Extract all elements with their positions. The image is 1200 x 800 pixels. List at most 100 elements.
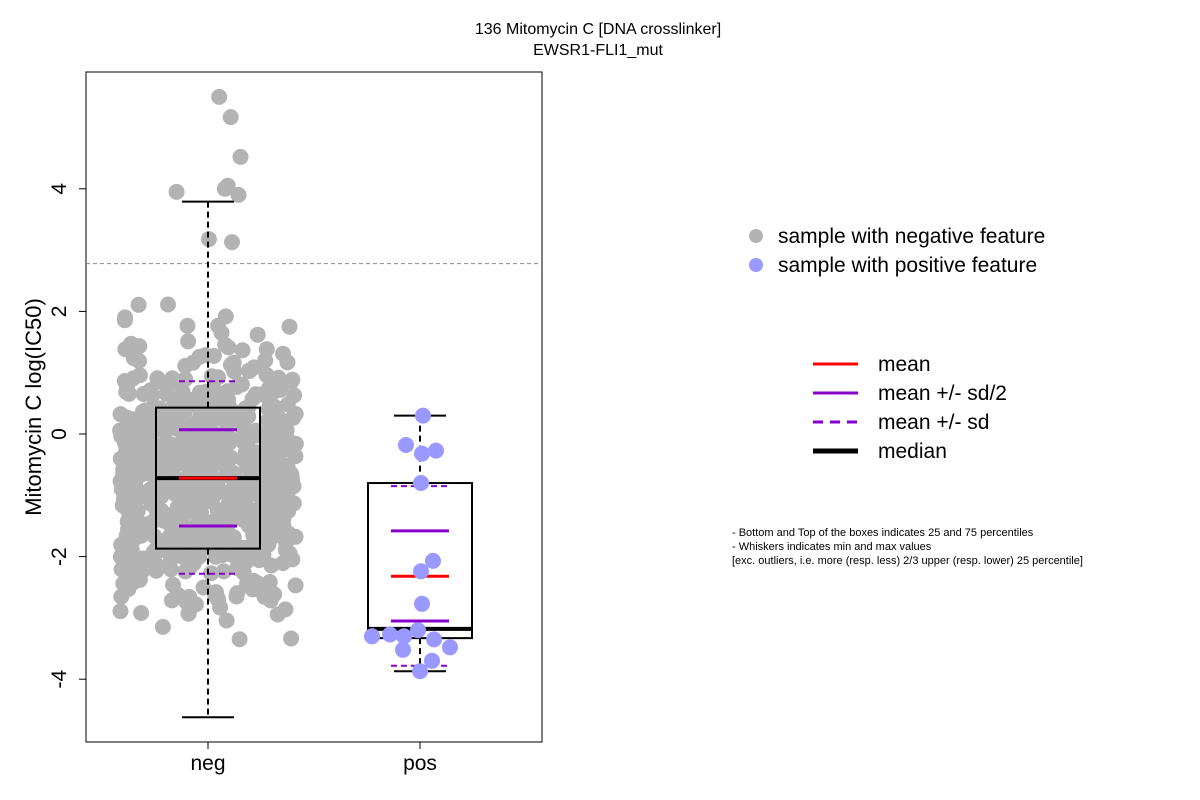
pos-point — [442, 639, 458, 656]
neg-point — [127, 426, 144, 443]
neg-point — [168, 183, 185, 200]
neg-point — [249, 326, 266, 343]
chart-subtitle: EWSR1-FLI1_mut — [533, 42, 663, 59]
legend-point-marker — [749, 258, 763, 272]
y-tick-label: 0 — [48, 428, 71, 440]
neg-point — [218, 413, 235, 430]
neg-point — [234, 342, 251, 359]
x-tick-label: pos — [403, 752, 437, 775]
neg-point — [185, 354, 202, 371]
note-line: - Whiskers indicates min and max values — [732, 541, 932, 553]
x-tick-label: neg — [190, 752, 225, 775]
neg-point — [222, 109, 239, 126]
neg-point — [268, 381, 285, 398]
box-neg — [155, 200, 261, 719]
pos-point — [414, 595, 430, 612]
y-tick-label: 2 — [48, 306, 71, 318]
neg-point — [195, 484, 212, 501]
neg-point — [119, 513, 136, 530]
neg-point — [175, 453, 192, 470]
neg-point — [181, 501, 198, 518]
legend-line-label: median — [878, 440, 947, 463]
neg-point — [148, 562, 165, 579]
note-line: [exc. outliers, i.e. more (resp. less) 2… — [732, 555, 1083, 567]
pos-point — [424, 652, 440, 669]
neg-point — [112, 406, 129, 423]
neg-point — [134, 403, 151, 420]
neg-point — [168, 413, 185, 430]
neg-point — [115, 575, 132, 592]
neg-point — [134, 550, 151, 567]
neg-point — [243, 542, 260, 559]
neg-point — [257, 352, 274, 369]
neg-point — [270, 485, 287, 502]
pos-point — [398, 437, 414, 453]
neg-point — [170, 587, 186, 603]
neg-point — [231, 631, 248, 648]
neg-point — [218, 612, 235, 629]
neg-point — [144, 387, 161, 404]
neg-point — [113, 428, 130, 445]
pos-point — [382, 626, 398, 643]
neg-point — [247, 386, 264, 403]
neg-point — [122, 546, 139, 563]
pos-point — [413, 475, 429, 491]
neg-point — [200, 231, 217, 248]
pos-point — [426, 631, 442, 648]
neg-point — [261, 574, 278, 590]
neg-point — [181, 429, 197, 446]
neg-point — [255, 485, 272, 502]
neg-point — [164, 370, 181, 387]
note-line: - Bottom and Top of the boxes indicates … — [732, 527, 1034, 539]
pos-point — [425, 552, 441, 569]
neg-point — [125, 350, 142, 367]
y-axis-label: Mitomycin C log(IC50) — [21, 298, 46, 516]
pos-point — [364, 628, 380, 645]
neg-point — [238, 438, 255, 455]
legend-point-marker — [749, 229, 763, 243]
legend-point-label: sample with positive feature — [778, 254, 1037, 277]
neg-point — [266, 586, 283, 603]
neg-point — [206, 436, 222, 453]
neg-point — [283, 630, 300, 647]
pos-point — [410, 622, 426, 639]
neg-point — [219, 177, 236, 194]
neg-point — [215, 563, 232, 580]
neg-point — [177, 371, 194, 388]
legend-line-label: mean +/- sd/2 — [878, 382, 1007, 405]
neg-point — [240, 459, 257, 476]
neg-point — [212, 599, 229, 616]
neg-point — [131, 571, 148, 588]
neg-point — [222, 482, 239, 499]
neg-point — [133, 605, 150, 621]
neg-point — [146, 528, 163, 545]
neg-point — [142, 481, 159, 498]
neg-point — [240, 517, 257, 534]
neg-point — [154, 618, 171, 635]
neg-point — [283, 373, 300, 390]
legend-line-label: mean — [878, 353, 931, 376]
neg-point — [246, 581, 263, 598]
y-tick-label: -4 — [48, 670, 71, 689]
neg-point — [112, 473, 129, 490]
neg-point — [180, 333, 197, 350]
y-tick-label: -2 — [48, 547, 71, 566]
neg-point — [275, 345, 291, 362]
neg-point — [117, 309, 134, 326]
neg-point — [286, 387, 303, 404]
neg-point — [220, 435, 237, 452]
neg-point — [165, 533, 181, 550]
neg-point — [192, 408, 209, 425]
neg-point — [266, 398, 283, 415]
neg-point — [238, 408, 255, 425]
pos-point — [415, 407, 431, 424]
neg-point — [116, 373, 133, 389]
neg-point — [281, 318, 298, 335]
neg-point — [219, 528, 236, 544]
neg-point — [163, 446, 180, 463]
neg-point — [217, 308, 234, 325]
neg-point — [160, 296, 176, 313]
neg-point — [118, 451, 135, 468]
pos-point — [414, 445, 430, 462]
neg-point — [232, 148, 249, 165]
